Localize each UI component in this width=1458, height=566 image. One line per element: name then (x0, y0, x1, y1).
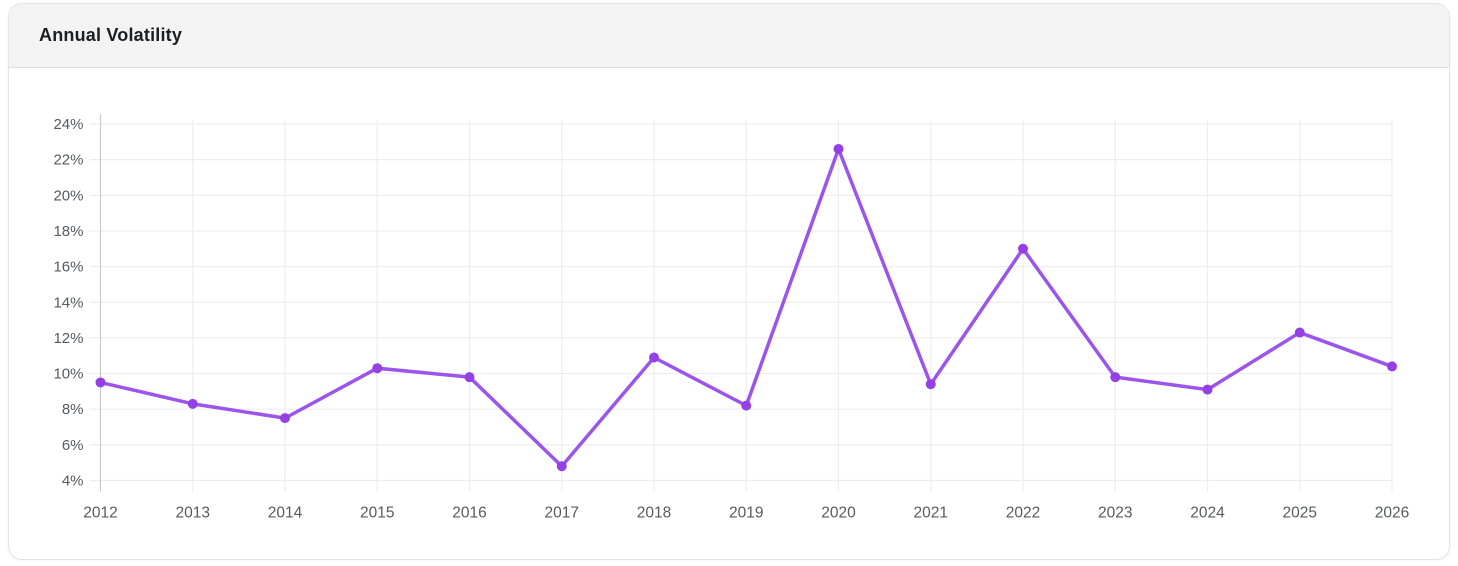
data-point-2025[interactable] (1294, 327, 1305, 338)
y-axis-tick-label: 18% (53, 223, 83, 240)
chart-container: 4% 6% 8% 10% 12% 14% 16% 18% 20% 22% 24% 2012 2013 20… (9, 68, 1449, 559)
data-point-2024[interactable] (1202, 384, 1213, 395)
card-title: Annual Volatility (39, 25, 183, 45)
y-axis-tick-label: 12% (53, 330, 83, 347)
x-axis-tick-label: 2012 (83, 505, 117, 522)
y-axis-tick-label: 24% (53, 116, 83, 133)
data-point-2026[interactable] (1387, 361, 1397, 372)
y-axis-tick-label: 6% (62, 437, 84, 454)
y-axis-tick-label: 14% (53, 294, 83, 311)
x-axis-tick-label: 2022 (1006, 505, 1040, 522)
x-axis-tick-label: 2023 (1098, 505, 1132, 522)
x-axis-tick-label: 2019 (729, 505, 763, 522)
data-point-2020[interactable] (833, 143, 844, 154)
x-axis-tick-label: 2016 (452, 505, 486, 522)
x-axis-tick-label: 2021 (914, 505, 948, 522)
x-axis-tick-label: 2014 (268, 505, 303, 522)
data-point-2015[interactable] (372, 363, 383, 374)
x-axis-tick-label: 2015 (360, 505, 394, 522)
data-point-2016[interactable] (464, 372, 475, 383)
data-point-2014[interactable] (280, 413, 290, 424)
y-axis-tick-label: 20% (53, 187, 83, 204)
y-axis-tick-label: 4% (62, 473, 84, 490)
card-header: Annual Volatility (9, 4, 1449, 68)
data-point-2021[interactable] (925, 379, 936, 390)
x-axis-tick-label: 2017 (545, 505, 579, 522)
y-axis-tick-label: 10% (53, 366, 83, 383)
x-axis-tick-label: 2025 (1283, 505, 1317, 522)
x-axis-tick-label: 2020 (821, 505, 856, 522)
y-axis-tick-label: 8% (62, 401, 84, 418)
x-axis-tick-label: 2018 (637, 505, 671, 522)
annual-volatility-card: Annual Volatility 4% 6% 8% 10% 12% 14% 16% 18% 2… (8, 3, 1450, 560)
x-axis-tick-label: 2026 (1375, 505, 1409, 522)
data-point-2023[interactable] (1110, 372, 1121, 383)
data-point-2013[interactable] (187, 398, 198, 409)
data-point-2017[interactable] (556, 461, 567, 472)
data-point-2022[interactable] (1018, 243, 1028, 254)
data-point-2019[interactable] (741, 400, 752, 411)
data-point-2018[interactable] (649, 352, 659, 363)
annual-volatility-line-chart[interactable]: 4% 6% 8% 10% 12% 14% 16% 18% 20% 22% 24% 2012 2013 20… (9, 68, 1449, 559)
x-axis-tick-label: 2024 (1190, 505, 1225, 522)
x-axis-tick-label: 2013 (176, 505, 210, 522)
y-axis-tick-label: 16% (53, 259, 83, 276)
data-point-2012[interactable] (95, 377, 106, 388)
y-axis-tick-label: 22% (53, 152, 83, 169)
